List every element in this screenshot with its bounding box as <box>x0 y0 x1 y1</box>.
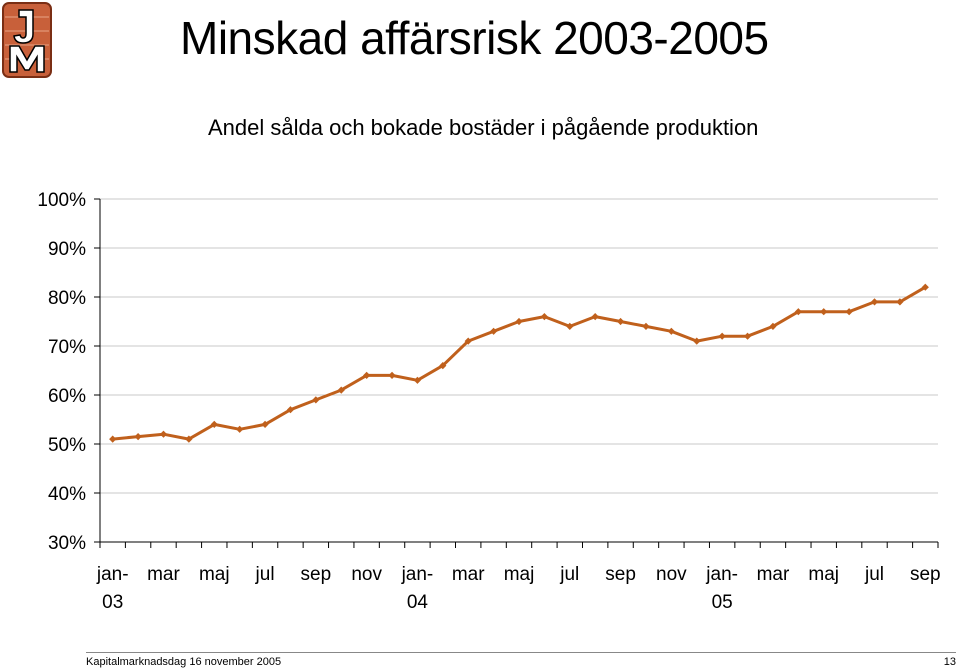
x-tick-label: jan-03 <box>96 564 129 613</box>
y-tick-label: 70% <box>48 337 86 358</box>
y-tick-label: 90% <box>48 239 86 260</box>
x-tick-label: sep <box>910 564 941 585</box>
data-point <box>616 317 625 326</box>
y-tick-label: 50% <box>48 435 86 456</box>
x-tick-label: maj <box>808 564 839 585</box>
data-point <box>185 435 193 443</box>
x-tick-label: jan-04 <box>401 564 434 613</box>
data-point <box>642 322 650 330</box>
data-point <box>134 433 142 441</box>
footer-divider <box>86 652 956 653</box>
data-point <box>515 317 523 326</box>
gridlines <box>100 198 938 494</box>
x-tick-label: nov <box>351 564 382 585</box>
x-tick-label: jan-05 <box>705 564 738 613</box>
data-point <box>413 376 422 384</box>
axes <box>94 198 939 548</box>
x-tick-label: mar <box>452 564 485 585</box>
x-tick-label: jul <box>864 564 884 585</box>
page-number: 13 <box>943 656 956 668</box>
y-tick-label: 40% <box>48 484 86 505</box>
x-tick-label: mar <box>757 564 790 585</box>
footer-text: Kapitalmarknadsdag 16 november 2005 <box>86 656 282 668</box>
y-tick-label: 100% <box>37 190 86 211</box>
series-line <box>112 285 927 441</box>
data-point <box>490 327 498 335</box>
x-tick-label: maj <box>199 564 230 585</box>
data-point <box>159 430 168 438</box>
data-point <box>845 308 853 316</box>
data-point <box>109 435 117 443</box>
x-tick-label: nov <box>656 564 687 585</box>
y-tick-label: 30% <box>48 533 86 554</box>
y-tick-label: 60% <box>48 386 86 407</box>
x-tick-label: jul <box>559 564 579 585</box>
x-tick-label: mar <box>147 564 180 585</box>
x-tick-label: sep <box>605 564 636 585</box>
data-point <box>667 327 675 335</box>
x-tick-label: sep <box>301 564 332 585</box>
series-layer <box>109 283 929 443</box>
data-point <box>820 308 828 316</box>
data-point <box>236 425 244 433</box>
x-tick-label: jul <box>255 564 275 585</box>
jm-logo: JM <box>2 2 52 78</box>
data-point <box>312 396 320 404</box>
data-point <box>794 308 802 316</box>
x-tick-label: maj <box>504 564 535 585</box>
y-tick-labels: 30% 40% 50% 60% 70% 80% 90% 100% <box>37 190 86 554</box>
data-point <box>743 332 752 340</box>
data-point <box>286 406 295 414</box>
page-title: Minskad affärsrisk 2003-2005 <box>180 12 769 64</box>
y-tick-label: 80% <box>48 288 86 309</box>
chart-title: Andel sålda och bokade bostäder i pågåen… <box>208 115 759 140</box>
data-point <box>718 332 726 340</box>
data-point <box>464 337 472 345</box>
data-point <box>388 371 396 379</box>
